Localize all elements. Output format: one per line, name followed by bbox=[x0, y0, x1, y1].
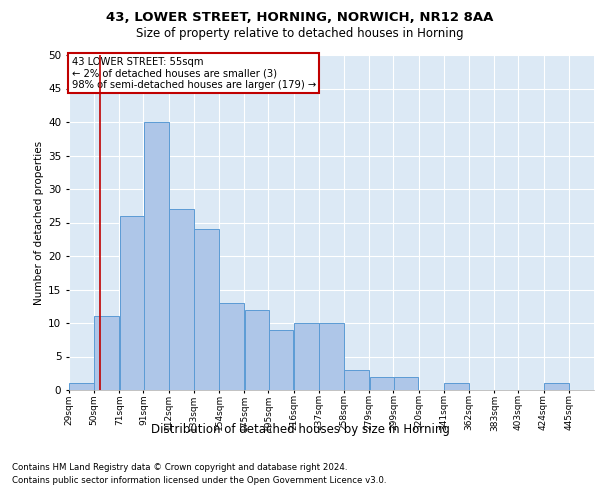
Bar bbox=[394, 376, 418, 390]
Bar bbox=[169, 209, 194, 390]
Bar bbox=[194, 229, 219, 390]
Bar bbox=[344, 370, 369, 390]
Text: Distribution of detached houses by size in Horning: Distribution of detached houses by size … bbox=[151, 422, 449, 436]
Y-axis label: Number of detached properties: Number of detached properties bbox=[34, 140, 44, 304]
Text: Contains HM Land Registry data © Crown copyright and database right 2024.: Contains HM Land Registry data © Crown c… bbox=[12, 462, 347, 471]
Bar bbox=[94, 316, 119, 390]
Bar bbox=[245, 310, 269, 390]
Text: Contains public sector information licensed under the Open Government Licence v3: Contains public sector information licen… bbox=[12, 476, 386, 485]
Bar bbox=[69, 384, 94, 390]
Bar bbox=[544, 384, 569, 390]
Bar bbox=[319, 323, 344, 390]
Bar bbox=[220, 303, 244, 390]
Bar bbox=[143, 122, 169, 390]
Text: Size of property relative to detached houses in Horning: Size of property relative to detached ho… bbox=[136, 28, 464, 40]
Text: 43 LOWER STREET: 55sqm
← 2% of detached houses are smaller (3)
98% of semi-detac: 43 LOWER STREET: 55sqm ← 2% of detached … bbox=[71, 56, 316, 90]
Bar bbox=[119, 216, 145, 390]
Bar bbox=[294, 323, 319, 390]
Text: 43, LOWER STREET, HORNING, NORWICH, NR12 8AA: 43, LOWER STREET, HORNING, NORWICH, NR12… bbox=[106, 11, 494, 24]
Bar bbox=[269, 330, 293, 390]
Bar bbox=[444, 384, 469, 390]
Bar bbox=[370, 376, 394, 390]
